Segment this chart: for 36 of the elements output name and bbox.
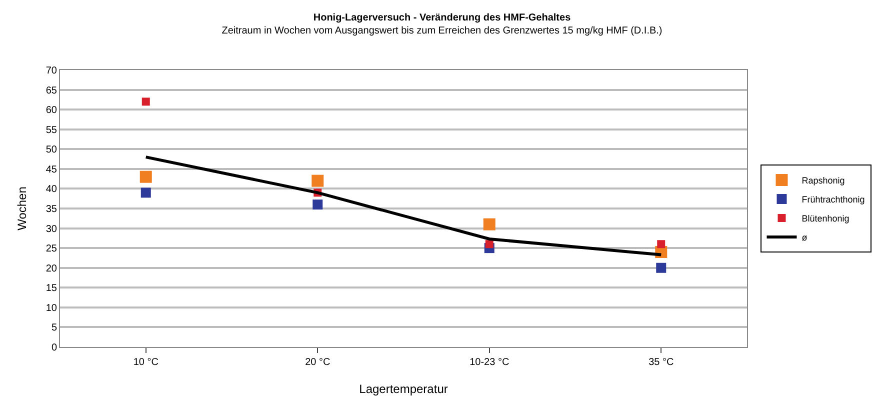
y-tick-label: 45 xyxy=(46,164,58,176)
x-tick-label: 20 °C xyxy=(305,357,330,368)
point xyxy=(483,218,496,230)
y-tick-label: 25 xyxy=(46,244,58,255)
legend-label: Blütenhonig xyxy=(802,214,850,224)
x-tick-label: 10 °C xyxy=(133,357,158,368)
y-tick-label: 30 xyxy=(46,224,58,235)
y-tick-label: 50 xyxy=(46,144,58,156)
point xyxy=(485,240,494,248)
y-tick-label: 35 xyxy=(46,204,58,215)
y-tick-label: 40 xyxy=(46,184,58,196)
legend-label: Rapshonig xyxy=(802,176,845,186)
chart-title: Honig-Lagerversuch - Veränderung des HMF-Gehaltes xyxy=(313,12,572,24)
point xyxy=(312,174,324,187)
y-tick-label: 10 xyxy=(46,302,58,314)
point xyxy=(140,170,152,183)
legend-label: Frühtrachthonig xyxy=(802,194,865,205)
x-tick-label: 35 °C xyxy=(648,357,674,368)
point xyxy=(142,98,150,106)
y-tick-label: 5 xyxy=(51,322,58,334)
legend-label: ø xyxy=(802,232,808,243)
point xyxy=(140,188,151,198)
y-tick-label: 0 xyxy=(51,342,58,354)
point xyxy=(657,240,666,248)
point xyxy=(656,262,666,273)
y-axis-title: Wochen xyxy=(15,186,29,230)
y-tick-label: 15 xyxy=(46,283,58,294)
y-tick-label: 20 xyxy=(46,263,58,274)
y-tick-label: 65 xyxy=(46,85,58,96)
y-tick-label: 55 xyxy=(46,124,58,136)
x-axis-title: Lagertemperatur xyxy=(359,382,448,396)
point xyxy=(312,200,323,210)
y-tick-label: 60 xyxy=(46,105,58,116)
y-tick-label: 70 xyxy=(46,66,58,76)
chart-subtitle: Zeitraum in Wochen vom Ausgangswert bis zum Erreichen des Grenzwertes 15 mg/kg HMF (D.I.B.) xyxy=(222,25,662,36)
x-tick-label: 10-23 °C xyxy=(470,357,510,368)
